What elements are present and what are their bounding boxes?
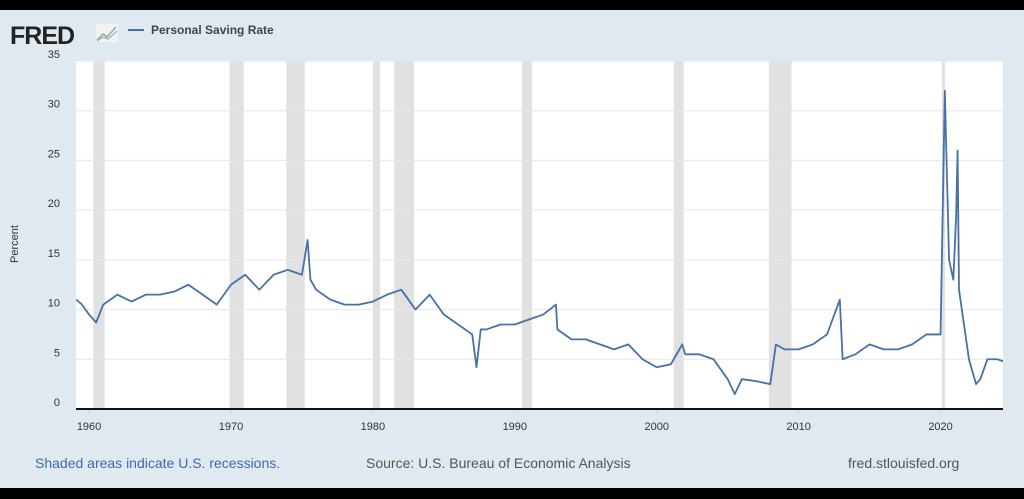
x-tick-label: 1990 — [503, 421, 527, 433]
recession-note: Shaded areas indicate U.S. recessions. — [35, 455, 281, 471]
y-tick-label: 25 — [48, 148, 60, 160]
legend: Personal Saving Rate — [128, 23, 274, 37]
y-tick-label: 5 — [54, 347, 60, 359]
plot-area — [76, 61, 1003, 409]
x-tick-label: 1980 — [361, 421, 385, 433]
recession-band — [93, 61, 105, 409]
site-link[interactable]: fred.stlouisfed.org — [848, 455, 960, 471]
x-tick-label: 1970 — [219, 421, 243, 433]
source-text: Source: U.S. Bureau of Economic Analysis — [366, 455, 631, 471]
y-tick-label: 20 — [48, 198, 60, 210]
series-line-personal-saving-rate — [75, 89, 1004, 395]
y-tick-label: 10 — [48, 298, 60, 310]
recession-band — [673, 61, 684, 409]
y-tick-label: 0 — [54, 397, 60, 409]
legend-swatch — [128, 29, 144, 31]
chart-svg: 0 5 10 15 20 25 30 35 1960 1970 1980 1990 2000 2010 20… — [48, 49, 1004, 433]
x-tick-label: 2010 — [786, 421, 810, 433]
y-tick-label: 35 — [48, 49, 60, 61]
chart-frame: FRED Personal Saving Rate Percent 0 5 10 15… — [0, 10, 1024, 488]
recession-band — [394, 61, 415, 409]
fred-chart-icon — [96, 24, 118, 42]
recession-band — [521, 61, 532, 409]
x-tick-label: 1960 — [77, 421, 101, 433]
recession-band — [768, 61, 792, 409]
x-tick-label: 2000 — [644, 421, 668, 433]
recession-band — [941, 61, 945, 409]
y-tick-label: 15 — [48, 248, 60, 260]
recession-band — [229, 61, 244, 409]
x-tick-label: 2020 — [928, 421, 952, 433]
recession-band — [286, 61, 305, 409]
recession-band — [372, 61, 380, 409]
fred-logo[interactable]: FRED — [10, 22, 75, 50]
legend-label: Personal Saving Rate — [151, 23, 274, 37]
y-tick-label: 30 — [48, 99, 60, 111]
